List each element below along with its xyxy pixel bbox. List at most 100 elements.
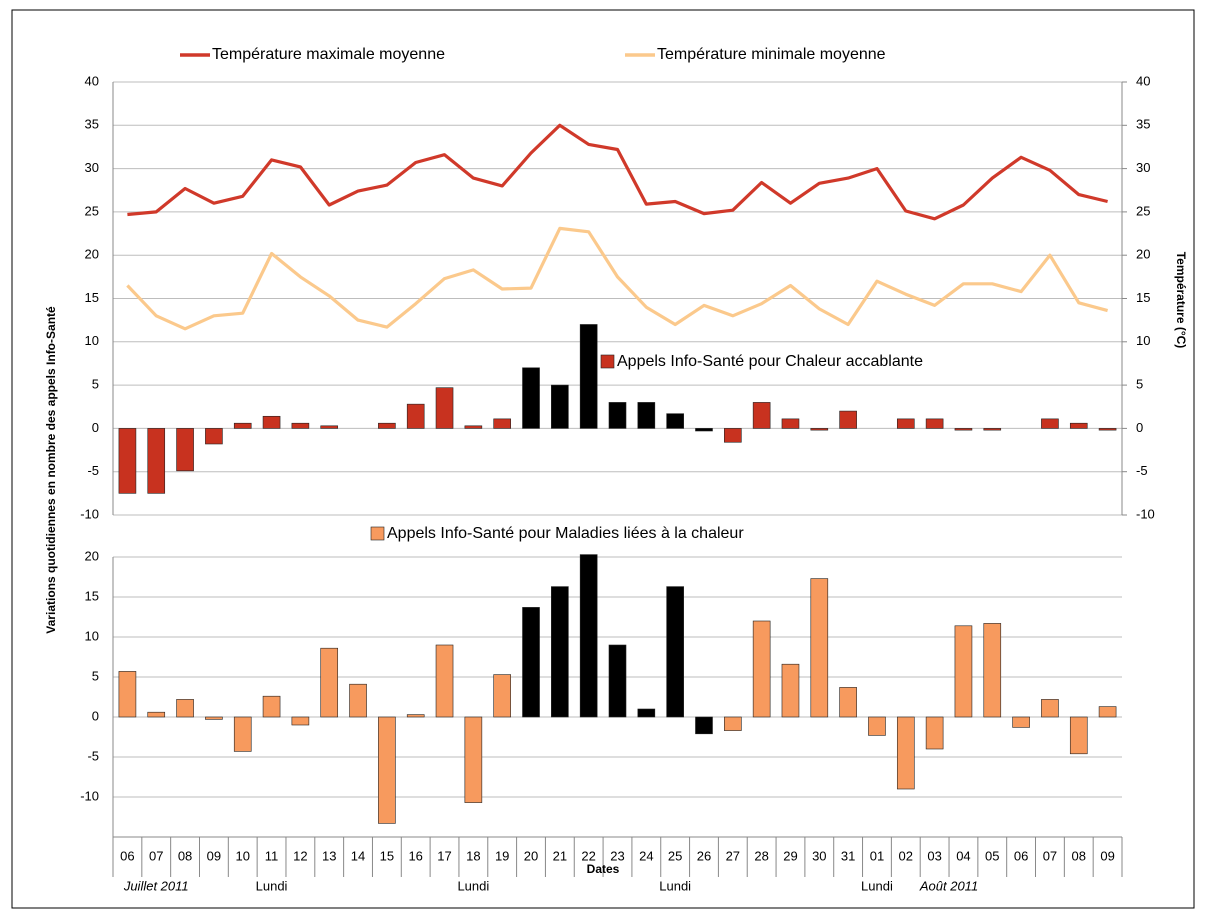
line [126,226,1109,331]
bar [233,716,252,752]
bar [637,402,656,429]
y-tick-label: 20 [85,548,99,563]
x-tick-label: 13 [322,848,336,863]
bar [1041,699,1059,718]
bar [1041,418,1059,429]
x-tick-label: 19 [495,848,509,863]
bar [666,586,684,718]
x-tick-label: 20 [524,848,538,863]
x-tick-label: 08 [178,848,192,863]
bar [118,671,137,718]
y-tick-label: -10 [80,506,99,521]
y-tick-label: 0 [92,420,99,435]
bar [724,428,742,443]
y-tick-label: 30 [85,160,99,175]
bar [1012,716,1030,728]
y2-tick-label: 15 [1136,290,1150,305]
y2-tick-label: -5 [1136,463,1148,478]
bar [868,716,886,736]
line [127,123,1108,221]
y-tick-label: 35 [85,117,99,132]
frame [11,9,1195,909]
x-tick-label: 09 [207,848,221,863]
bar [176,699,194,718]
bar [954,625,973,718]
y2-axis-label: Température (°C) [1174,252,1188,349]
y-tick-label: 25 [85,203,99,218]
y-tick-label: 10 [85,628,99,643]
y-tick-label: 15 [85,588,99,603]
y-tick-label: -5 [87,748,99,763]
bar [378,422,396,429]
bar [666,413,684,429]
x-tick-label: 30 [812,848,826,863]
legend-swatch [370,526,385,541]
bar [983,623,1002,718]
y2-tick-label: 10 [1136,333,1150,348]
bar [147,428,166,494]
bar [724,716,742,731]
x-tick-label: 12 [293,848,307,863]
y-tick-label: 0 [92,708,99,723]
bar [464,425,483,429]
bar [551,586,569,718]
x-tick-label: 09 [1100,848,1114,863]
bar [781,663,800,718]
day-label: Lundi [861,878,893,893]
bar [406,714,425,718]
bar [464,716,483,803]
bar [320,425,339,429]
bar [839,687,857,718]
bar [349,683,367,718]
y2-tick-label: 25 [1136,203,1150,218]
bar [637,708,656,718]
bar [378,716,396,824]
x-tick-label: 03 [927,848,941,863]
y2-tick-label: 5 [1136,377,1143,392]
bar [579,554,598,718]
legend-label: Appels Info-Santé pour Chaleur accablant… [617,353,923,370]
bar [406,403,425,429]
bar [1069,422,1088,429]
bar [522,607,540,718]
x-axis-label: Dates [587,862,620,876]
legend-label: Appels Info-Santé pour Maladies liées à … [387,525,744,542]
x-tick-label: 04 [956,848,970,863]
y-tick-label: -5 [87,463,99,478]
x-tick-label: 31 [841,848,855,863]
bar [493,674,511,718]
bar [118,428,137,494]
x-tick-label: 06 [120,848,134,863]
bar [925,418,944,429]
y2-tick-label: 35 [1136,117,1150,132]
month-label: Août 2011 [919,878,978,893]
bar [925,716,944,750]
x-tick-label: 10 [235,848,249,863]
bar [262,415,281,429]
bar [1098,428,1117,431]
y-tick-label: -10 [80,788,99,803]
x-tick-label: 23 [610,848,624,863]
x-tick-label: 02 [899,848,913,863]
day-label: Lundi [256,878,288,893]
bar [176,428,194,472]
bar [1069,716,1088,755]
bar [579,324,598,429]
y2-tick-label: 40 [1136,73,1150,88]
y2-tick-label: -10 [1136,506,1155,521]
x-tick-label: 18 [466,848,480,863]
x-tick-label: 07 [1043,848,1057,863]
y-tick-label: 5 [92,668,99,683]
bar [320,647,339,718]
bar [983,428,1002,431]
x-tick-label: 05 [985,848,999,863]
bar [896,716,915,790]
y-tick-label: 15 [85,290,99,305]
y2-tick-label: 30 [1136,160,1150,175]
x-tick-label: 17 [437,848,451,863]
bar [435,387,454,429]
day-label: Lundi [457,878,489,893]
y-tick-label: 20 [85,247,99,262]
x-tick-label: 16 [408,848,422,863]
y2-tick-label: 20 [1136,247,1150,262]
